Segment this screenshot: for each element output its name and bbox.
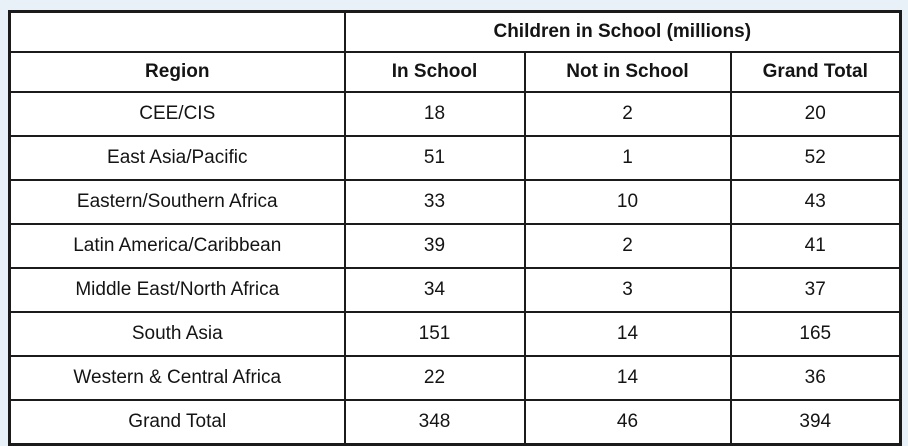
value-cell: 1 (523, 135, 732, 181)
empty-header-cell (8, 10, 346, 53)
table-row: Eastern/Southern Africa 33 10 43 (8, 179, 902, 225)
column-header-row: Region In School Not in School Grand Tot… (8, 51, 902, 93)
region-cell: Latin America/Caribbean (8, 223, 346, 269)
value-cell: 14 (523, 355, 732, 401)
region-cell: Western & Central Africa (8, 355, 346, 401)
value-cell: 43 (729, 179, 902, 225)
value-cell: 20 (729, 91, 902, 137)
value-cell: 39 (343, 223, 526, 269)
value-cell: 36 (729, 355, 902, 401)
value-cell: 348 (343, 399, 526, 446)
table-row: Middle East/North Africa 34 3 37 (8, 267, 902, 313)
table-row: South Asia 151 14 165 (8, 311, 902, 357)
value-cell: 10 (523, 179, 732, 225)
region-cell: South Asia (8, 311, 346, 357)
value-cell: 2 (523, 91, 732, 137)
table-row: Western & Central Africa 22 14 36 (8, 355, 902, 401)
value-cell: 3 (523, 267, 732, 313)
value-cell: 41 (729, 223, 902, 269)
table-title: Children in School (millions) (343, 10, 902, 53)
column-header-region: Region (8, 51, 346, 93)
region-cell: Eastern/Southern Africa (8, 179, 346, 225)
value-cell: 34 (343, 267, 526, 313)
value-cell: 165 (729, 311, 902, 357)
value-cell: 14 (523, 311, 732, 357)
table-row: East Asia/Pacific 51 1 52 (8, 135, 902, 181)
value-cell: 2 (523, 223, 732, 269)
value-cell: 51 (343, 135, 526, 181)
table-row: CEE/CIS 18 2 20 (8, 91, 902, 137)
value-cell: 37 (729, 267, 902, 313)
table-row grand-total-row: Grand Total 348 46 394 (8, 399, 902, 446)
column-header-grand-total: Grand Total (729, 51, 902, 93)
value-cell: 151 (343, 311, 526, 357)
value-cell: 394 (729, 399, 902, 446)
column-header-not-in-school: Not in School (523, 51, 732, 93)
region-cell: CEE/CIS (8, 91, 346, 137)
value-cell: 22 (343, 355, 526, 401)
table-title-row: Children in School (millions) (8, 10, 902, 53)
value-cell: 52 (729, 135, 902, 181)
region-cell: East Asia/Pacific (8, 135, 346, 181)
region-cell: Middle East/North Africa (8, 267, 346, 313)
children-in-school-table: Children in School (millions) Region In … (8, 10, 902, 446)
value-cell: 33 (343, 179, 526, 225)
table-row: Latin America/Caribbean 39 2 41 (8, 223, 902, 269)
grand-total-row-label: Grand Total (8, 399, 346, 446)
value-cell: 18 (343, 91, 526, 137)
column-header-in-school: In School (343, 51, 526, 93)
value-cell: 46 (523, 399, 732, 446)
